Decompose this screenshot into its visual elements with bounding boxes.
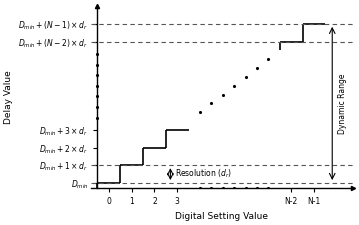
Text: Resolution ($d_r$): Resolution ($d_r$) [175,168,232,180]
X-axis label: Digital Setting Value: Digital Setting Value [175,212,268,221]
Y-axis label: Delay Value: Delay Value [4,70,13,124]
Text: Dynamic Range: Dynamic Range [338,73,347,134]
